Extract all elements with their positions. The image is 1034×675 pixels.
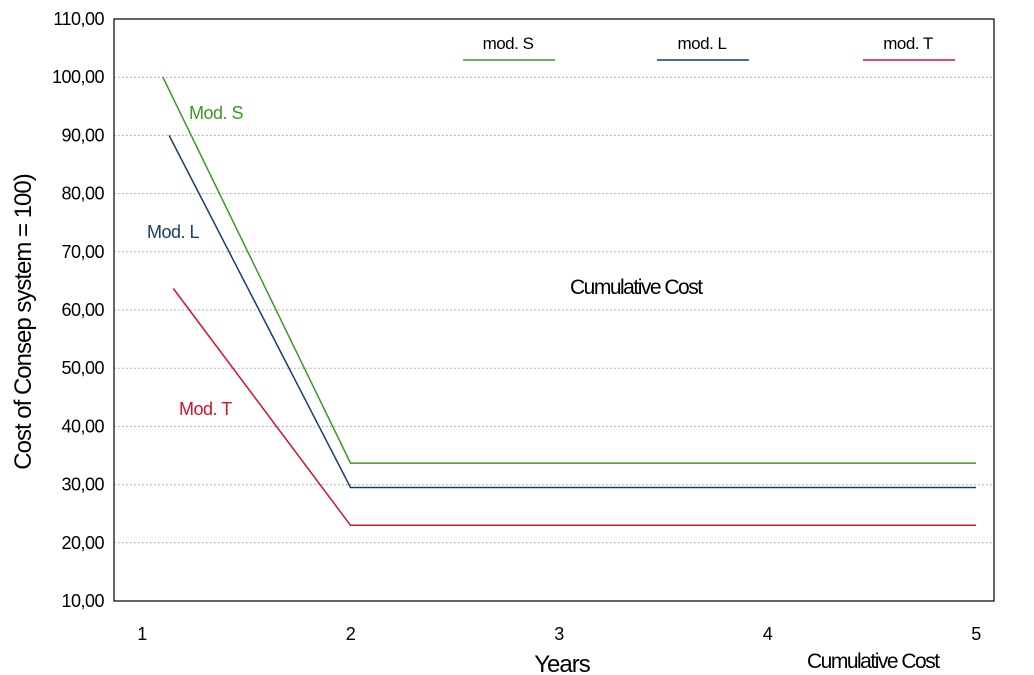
series-annotation: Mod. T xyxy=(179,399,232,419)
series-annotation: Mod. L xyxy=(147,222,200,242)
y-axis-title: Cost of Consep system = 100) xyxy=(10,174,37,469)
y-tick-label: 70,00 xyxy=(61,242,104,262)
footer-text: Cumulative Cost xyxy=(807,650,940,673)
y-tick-label: 20,00 xyxy=(61,533,104,553)
y-tick-label: 110,00 xyxy=(53,9,104,29)
x-tick-label: 4 xyxy=(763,624,773,644)
legend: mod. S mod. L mod. T xyxy=(463,34,955,61)
y-tick-label: 80,00 xyxy=(61,184,104,204)
y-axis-tick-labels: 10,00 20,00 30,00 40,00 50,00 60,00 70,00 80,00… xyxy=(52,9,105,611)
series-line xyxy=(168,135,976,489)
overlay-text: Cumulative Cost xyxy=(570,276,703,299)
x-tick-label: 2 xyxy=(346,624,356,644)
x-tick-label: 1 xyxy=(137,624,147,644)
y-tick-label: 90,00 xyxy=(61,125,104,145)
series-annotation: Mod. S xyxy=(189,103,244,123)
y-tick-label: 30,00 xyxy=(61,475,104,495)
y-tick-label: 40,00 xyxy=(61,416,104,436)
legend-label: mod. S xyxy=(483,34,534,53)
series-annotations: Mod. S Mod. L Mod. T xyxy=(147,103,244,419)
y-tick-label: 10,00 xyxy=(61,591,104,611)
grid-lines xyxy=(114,76,994,544)
x-axis-tick-labels: 1 2 3 4 5 xyxy=(137,624,982,644)
series-line xyxy=(172,288,976,527)
plot-area-frame xyxy=(113,18,995,602)
x-tick-label: 3 xyxy=(554,624,564,644)
y-tick-label: 60,00 xyxy=(61,300,104,320)
series-lines xyxy=(162,76,976,527)
legend-label: mod. T xyxy=(883,34,933,53)
x-tick-label: 5 xyxy=(971,624,981,644)
y-tick-label: 50,00 xyxy=(61,358,104,378)
x-axis-title: Years xyxy=(534,651,590,675)
legend-label: mod. L xyxy=(678,34,727,53)
y-tick-label: 100,00 xyxy=(52,67,105,87)
series-line xyxy=(162,76,976,464)
